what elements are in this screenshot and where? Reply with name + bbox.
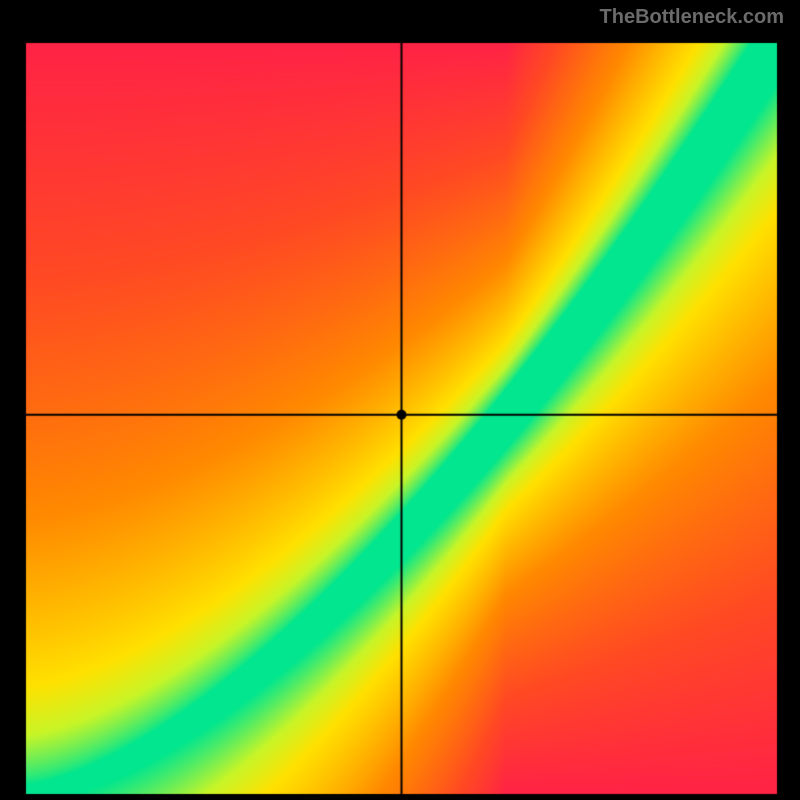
heatmap-canvas xyxy=(0,0,800,800)
watermark-text: TheBottleneck.com xyxy=(600,6,784,29)
